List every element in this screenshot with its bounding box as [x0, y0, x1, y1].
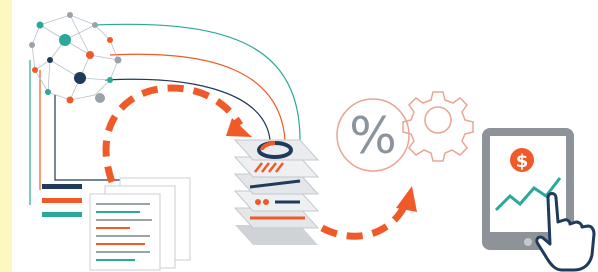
percent-icon: %: [337, 99, 409, 171]
document-bars-part: [42, 198, 82, 203]
network-part: [37, 22, 44, 29]
percent-sign: %: [349, 107, 397, 165]
data-stack-part: [255, 199, 261, 205]
network-part: [115, 57, 122, 64]
dollar-sign: $: [516, 151, 529, 172]
network-part: [47, 57, 53, 63]
illustration: % $: [0, 0, 598, 272]
network-part: [32, 67, 38, 73]
network-part: [86, 51, 94, 59]
network-part: [67, 12, 73, 18]
document-bars: [42, 184, 82, 217]
network-part: [29, 42, 35, 48]
network-part: [45, 89, 51, 95]
network-part: [95, 93, 105, 103]
page: {"icons": {"percent": "%", "dollar": "$"…: [0, 0, 598, 272]
document-bars-part: [42, 212, 82, 217]
data-stack-part: [263, 199, 269, 205]
documents: [90, 178, 190, 270]
network-part: [59, 34, 71, 46]
network-part: [107, 77, 113, 83]
network-part: [67, 97, 74, 104]
network-part: [74, 72, 86, 84]
side-strip: [0, 0, 12, 272]
document-bars-part: [42, 184, 82, 189]
tablet-part: [524, 238, 532, 246]
network-part: [107, 37, 113, 43]
network-part: [92, 22, 98, 28]
documents-part: [90, 194, 160, 270]
